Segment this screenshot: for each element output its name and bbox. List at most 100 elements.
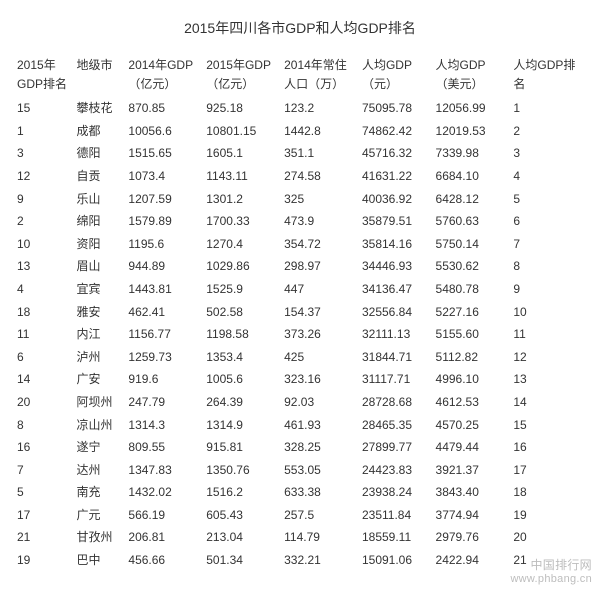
table-cell: 425	[282, 346, 360, 369]
table-cell: 2	[15, 210, 74, 233]
table-cell: 乐山	[74, 188, 126, 211]
table-cell: 16	[15, 436, 74, 459]
table-cell: 12056.99	[434, 97, 512, 120]
table-cell: 461.93	[282, 414, 360, 437]
table-row: 7达州1347.831350.76553.0524423.833921.3717	[15, 459, 585, 482]
table-cell: 10	[511, 301, 585, 324]
table-cell: 1195.6	[126, 233, 204, 256]
table-cell: 14	[511, 391, 585, 414]
table-cell: 74862.42	[360, 120, 434, 143]
table-cell: 28465.35	[360, 414, 434, 437]
table-cell: 达州	[74, 459, 126, 482]
table-cell: 213.04	[204, 526, 282, 549]
table-cell: 41631.22	[360, 165, 434, 188]
table-cell: 南充	[74, 481, 126, 504]
table-cell: 3843.40	[434, 481, 512, 504]
page-title: 2015年四川各市GDP和人均GDP排名	[15, 18, 585, 38]
table-cell: 27899.77	[360, 436, 434, 459]
table-row: 17广元566.19605.43257.523511.843774.9419	[15, 504, 585, 527]
table-cell: 23938.24	[360, 481, 434, 504]
table-cell: 2979.76	[434, 526, 512, 549]
table-row: 13眉山944.891029.86298.9734446.935530.628	[15, 255, 585, 278]
table-cell: 13	[15, 255, 74, 278]
table-cell: 12019.53	[434, 120, 512, 143]
table-cell: 甘孜州	[74, 526, 126, 549]
table-cell: 1314.9	[204, 414, 282, 437]
table-cell: 502.58	[204, 301, 282, 324]
table-cell: 泸州	[74, 346, 126, 369]
table-cell: 5760.63	[434, 210, 512, 233]
table-row: 1成都10056.610801.151442.874862.4212019.53…	[15, 120, 585, 143]
col-header-city: 地级市	[74, 54, 126, 97]
table-cell: 14	[15, 368, 74, 391]
table-cell: 7	[511, 233, 585, 256]
table-cell: 9	[15, 188, 74, 211]
table-cell: 阿坝州	[74, 391, 126, 414]
table-cell: 6684.10	[434, 165, 512, 188]
table-row: 11内江1156.771198.58373.2632111.135155.601…	[15, 323, 585, 346]
table-cell: 成都	[74, 120, 126, 143]
col-header-gdp-2015: 2015年GDP（亿元）	[204, 54, 282, 97]
table-cell: 32111.13	[360, 323, 434, 346]
table-cell: 1515.65	[126, 142, 204, 165]
table-row: 20阿坝州247.79264.3992.0328728.684612.5314	[15, 391, 585, 414]
table-cell: 7339.98	[434, 142, 512, 165]
table-cell: 323.16	[282, 368, 360, 391]
table-cell: 1143.11	[204, 165, 282, 188]
table-cell: 6	[511, 210, 585, 233]
table-cell: 2	[511, 120, 585, 143]
table-cell: 4570.25	[434, 414, 512, 437]
table-cell: 915.81	[204, 436, 282, 459]
col-header-pc-gdp-cny: 人均GDP（元）	[360, 54, 434, 97]
table-cell: 447	[282, 278, 360, 301]
table-cell: 19	[15, 549, 74, 572]
table-row: 5南充1432.021516.2633.3823938.243843.4018	[15, 481, 585, 504]
table-cell: 154.37	[282, 301, 360, 324]
table-row: 18雅安462.41502.58154.3732556.845227.1610	[15, 301, 585, 324]
table-cell: 5530.62	[434, 255, 512, 278]
table-row: 14广安919.61005.6323.1631117.714996.1013	[15, 368, 585, 391]
table-cell: 眉山	[74, 255, 126, 278]
table-row: 16遂宁809.55915.81328.2527899.774479.4416	[15, 436, 585, 459]
table-cell: 凉山州	[74, 414, 126, 437]
table-cell: 298.97	[282, 255, 360, 278]
table-cell: 456.66	[126, 549, 204, 572]
table-cell: 35814.16	[360, 233, 434, 256]
table-cell: 资阳	[74, 233, 126, 256]
table-cell: 雅安	[74, 301, 126, 324]
table-cell: 5227.16	[434, 301, 512, 324]
table-cell: 6	[15, 346, 74, 369]
table-cell: 1432.02	[126, 481, 204, 504]
table-cell: 123.2	[282, 97, 360, 120]
table-cell: 3774.94	[434, 504, 512, 527]
table-cell: 328.25	[282, 436, 360, 459]
table-cell: 1605.1	[204, 142, 282, 165]
table-cell: 1700.33	[204, 210, 282, 233]
table-cell: 1443.81	[126, 278, 204, 301]
table-cell: 9	[511, 278, 585, 301]
table-cell: 919.6	[126, 368, 204, 391]
table-cell: 巴中	[74, 549, 126, 572]
table-cell: 24423.83	[360, 459, 434, 482]
table-cell: 内江	[74, 323, 126, 346]
table-cell: 17	[15, 504, 74, 527]
table-cell: 3	[511, 142, 585, 165]
table-cell: 17	[511, 459, 585, 482]
table-cell: 18	[511, 481, 585, 504]
table-cell: 5480.78	[434, 278, 512, 301]
table-cell: 5	[511, 188, 585, 211]
table-cell: 247.79	[126, 391, 204, 414]
table-cell: 325	[282, 188, 360, 211]
table-row: 19巴中456.66501.34332.2115091.062422.9421	[15, 549, 585, 572]
table-cell: 351.1	[282, 142, 360, 165]
table-cell: 34446.93	[360, 255, 434, 278]
table-cell: 1301.2	[204, 188, 282, 211]
table-cell: 473.9	[282, 210, 360, 233]
table-cell: 10	[15, 233, 74, 256]
table-row: 8凉山州1314.31314.9461.9328465.354570.2515	[15, 414, 585, 437]
table-row: 3德阳1515.651605.1351.145716.327339.983	[15, 142, 585, 165]
table-cell: 6428.12	[434, 188, 512, 211]
table-cell: 宜宾	[74, 278, 126, 301]
table-cell: 1270.4	[204, 233, 282, 256]
table-cell: 206.81	[126, 526, 204, 549]
